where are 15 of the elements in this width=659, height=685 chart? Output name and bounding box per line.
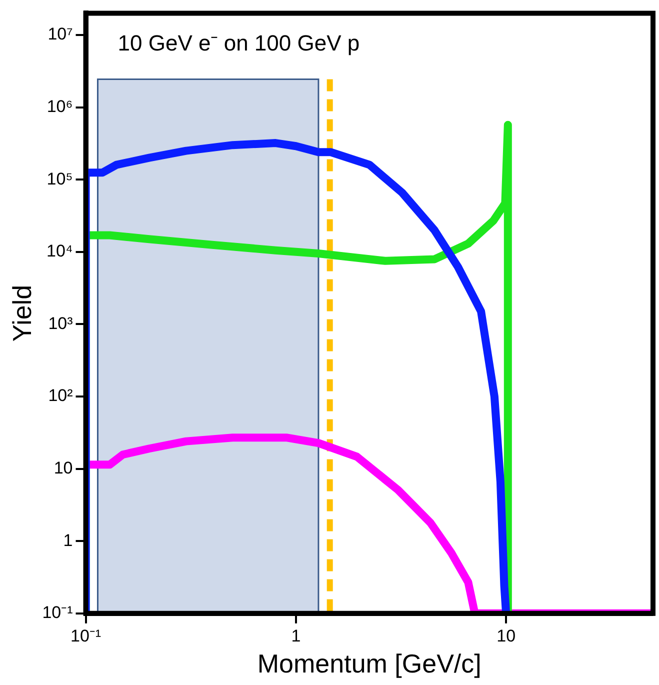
y-tick-label: 1 [63, 530, 73, 550]
y-tick-label: 10⁻¹ [42, 603, 74, 622]
x-tick-label: 10 [496, 626, 516, 646]
x-tick-label: 10⁻¹ [70, 626, 102, 646]
y-tick-label: 10⁴ [46, 242, 73, 261]
x-axis-title: Momentum [GeV/c] [257, 648, 482, 679]
annotation: 10 GeV e⁻ on 100 GeV p [118, 30, 360, 56]
y-axis-title: Yield [6, 284, 37, 342]
y-tick-label: 10⁵ [46, 169, 73, 188]
y-tick-label: 10 [54, 458, 73, 478]
y-tick-label: 10⁶ [46, 96, 73, 116]
y-tick-label: 10³ [48, 314, 74, 333]
x-tick-label: 1 [291, 626, 301, 646]
y-tick-label: 10² [48, 386, 74, 406]
y-tick-label: 10⁷ [48, 24, 73, 44]
